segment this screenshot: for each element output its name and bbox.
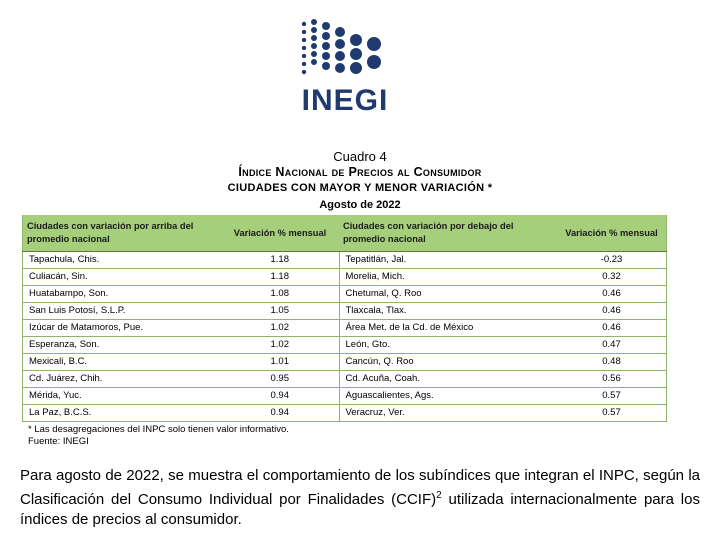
logo-dot [367,55,381,69]
city-above: Izúcar de Matamoros, Pue. [22,319,221,337]
footnote-ref: 2 [436,490,442,501]
logo-dot [335,63,345,73]
variation-above: 1.18 [221,268,340,286]
table-number: Cuadro 4 [333,149,387,164]
city-below: Cancún, Q. Roo [339,353,557,371]
table-row: Izúcar de Matamoros, Pue. 1.02 Área Met. d… [22,319,667,337]
logo-dot [335,39,345,49]
city-above: Mexicali, B.C. [22,353,221,371]
variation-above: 1.01 [221,353,340,371]
cities-table: Ciudades con variación por arriba del pr… [22,215,667,422]
variation-above: 1.02 [221,336,340,354]
city-below: Cd. Acuña, Coah. [339,370,557,388]
variation-above: 1.05 [221,302,340,320]
logo-dot [311,19,317,25]
logo-dot [335,27,345,37]
logo-dot [301,21,307,27]
logo-dot [311,43,317,49]
logo-dot [322,52,330,60]
table-row: La Paz, B.C.S. 0.94 Veracruz, Ver. 0.57 [22,404,667,422]
header-variation-above: Variación % mensual [221,215,339,252]
paragraph-text: Para agosto de 2022, se muestra el compo… [20,467,700,508]
city-below: Morelia, Mich. [339,268,557,286]
city-above: Tapachula, Chis. [22,251,221,269]
logo-dot [322,32,330,40]
city-below: Chetumal, Q. Roo [339,285,557,303]
city-below: Tlaxcala, Tlax. [339,302,557,320]
body-paragraph: Para agosto de 2022, se muestra el compo… [20,466,700,530]
city-above: Huatabampo, Son. [22,285,221,303]
logo-dot [301,29,307,35]
table-row: San Luis Potosí, S.L.P. 1.05 Tlaxcala, Tla… [22,302,667,320]
table-subtitle: CIUDADES CON MAYOR Y MENOR VARIACIÓN * [227,182,493,194]
city-below: León, Gto. [339,336,557,354]
city-above: Esperanza, Son. [22,336,221,354]
variation-above: 1.18 [221,251,340,269]
header-above: Ciudades con variación por arriba del pr… [22,215,221,252]
variation-above: 1.02 [221,319,340,337]
table-period: Agosto de 2022 [319,199,401,211]
logo-dot [311,51,317,57]
logo-dot [350,48,362,60]
inegi-logo: INEGI [290,18,400,118]
logo-dot [335,51,345,61]
variation-above: 1.08 [221,285,340,303]
table-title-text: Índice Nacional de Precios al Consumidor [238,165,482,179]
table-row: Culiacán, Sin. 1.18 Morelia, Mich. 0.32 [22,268,667,286]
logo-text: INEGI [301,84,389,117]
logo-dot [350,34,362,46]
variation-above: 0.95 [221,370,340,388]
inegi-dots-icon [301,19,381,75]
header-variation-below: Variación % mensual [557,215,667,252]
table-row: Cd. Juárez, Chih. 0.95 Cd. Acuña, Coah. 0.5… [22,370,667,388]
variation-below: 0.46 [557,285,667,303]
variation-below: 0.57 [557,404,667,422]
logo-dot [311,59,317,65]
logo-dot [301,61,307,67]
city-above: La Paz, B.C.S. [22,404,221,422]
logo-dot [367,37,381,51]
logo-dot [322,42,330,50]
logo-dot [311,35,317,41]
paragraph-text-end: utilizada internacionalmente para los ín… [20,491,700,528]
logo-dot [301,37,307,43]
city-below: Veracruz, Ver. [339,404,557,422]
variation-below: 0.32 [557,268,667,286]
table-row: Mexicali, B.C. 1.01 Cancún, Q. Roo 0.48 [22,353,667,371]
city-above: Mérida, Yuc. [22,387,221,405]
variation-below: 0.46 [557,319,667,337]
logo-dot [301,53,307,59]
variation-above: 0.94 [221,404,340,422]
logo-dot [301,45,307,51]
table-header-row: Ciudades con variación por arriba del pr… [22,215,667,252]
logo-dot [322,62,330,70]
logo-dot [322,22,330,30]
table-source: Fuente: INEGI [28,436,89,447]
variation-below: 0.48 [557,353,667,371]
table-title: Índice Nacional de Precios al Consumidor [0,165,720,179]
table-row: Tapachula, Chis. 1.18 Tepatitlán, Jal. -0.2… [22,251,667,269]
city-above: Cd. Juárez, Chih. [22,370,221,388]
variation-below: 0.56 [557,370,667,388]
city-below: Área Met. de la Cd. de México [339,319,557,337]
table-row: Esperanza, Son. 1.02 León, Gto. 0.47 [22,336,667,354]
city-below: Aguascalientes, Ags. [339,387,557,405]
variation-below: 0.46 [557,302,667,320]
logo-dot [311,27,317,33]
variation-above: 0.94 [221,387,340,405]
variation-below: -0.23 [557,251,667,269]
city-above: Culiacán, Sin. [22,268,221,286]
table-note: * Las desagregaciones del INPC solo tien… [28,424,289,435]
city-above: San Luis Potosí, S.L.P. [22,302,221,320]
header-below: Ciudades con variación por debajo del pr… [339,215,557,252]
variation-below: 0.47 [557,336,667,354]
table-row: Huatabampo, Son. 1.08 Chetumal, Q. Roo 0.46 [22,285,667,303]
logo-dot [301,69,307,75]
table-row: Mérida, Yuc. 0.94 Aguascalientes, Ags. 0.57 [22,387,667,405]
variation-below: 0.57 [557,387,667,405]
logo-dot [350,62,362,74]
city-below: Tepatitlán, Jal. [339,251,557,269]
